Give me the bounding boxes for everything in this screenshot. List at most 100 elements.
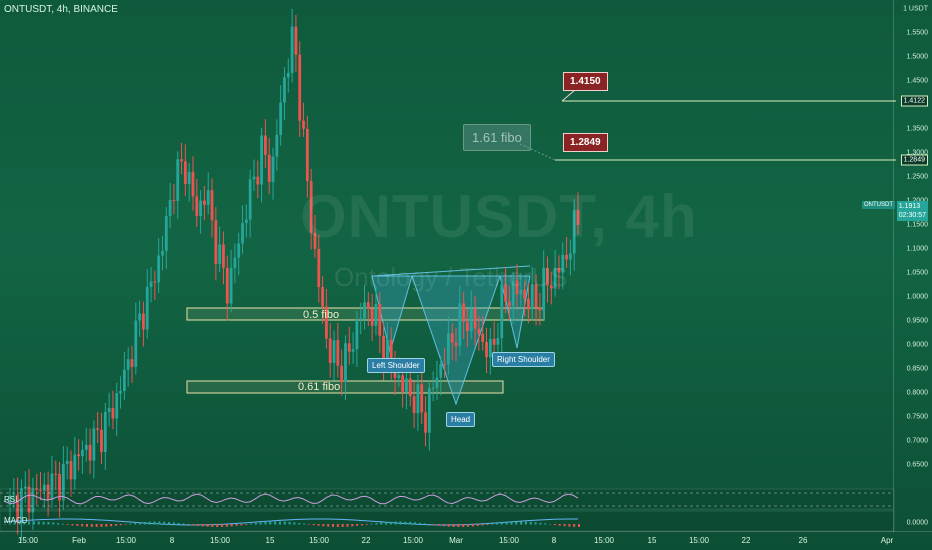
- macd-hist-bar: [447, 524, 450, 527]
- watermark-subtitle: Ontology / TetherUS: [334, 262, 568, 292]
- macd-hist-bar: [192, 524, 195, 526]
- macd-hist-bar: [278, 521, 281, 525]
- target-high-callout[interactable]: 1.4150: [563, 72, 608, 91]
- right-shoulder-label[interactable]: Right Shoulder: [492, 352, 555, 367]
- candle-body: [176, 159, 180, 201]
- candle-body: [515, 280, 519, 295]
- macd-hist-bar: [187, 524, 190, 525]
- price-tick: 0.9500: [906, 317, 928, 325]
- candle-body: [153, 281, 157, 283]
- candle-body: [61, 463, 65, 501]
- macd-hist-bar: [259, 522, 262, 525]
- candle-body: [183, 161, 187, 184]
- macd-hist-bar: [100, 524, 103, 527]
- candle-body: [473, 308, 477, 329]
- macd-hist-bar: [143, 521, 146, 525]
- time-tick: 22: [741, 536, 751, 545]
- time-tick: 15: [265, 536, 275, 545]
- left-shoulder-label[interactable]: Left Shoulder: [367, 358, 425, 373]
- candle-body: [206, 190, 210, 205]
- candle-body: [77, 454, 81, 457]
- macd-hist-bar: [481, 524, 484, 526]
- macd-hist-bar: [139, 522, 142, 525]
- candle-body: [446, 333, 450, 365]
- macd-hist-bar: [505, 522, 508, 525]
- candle-body: [84, 444, 88, 450]
- macd-hist-bar: [500, 522, 503, 525]
- macd-hist-bar: [172, 522, 175, 525]
- price-tick: 1.5000: [906, 53, 928, 61]
- candle-body: [58, 474, 61, 501]
- macd-hist-bar: [452, 524, 455, 527]
- macd-hist-bar: [153, 521, 156, 525]
- macd-hist-bar: [529, 521, 532, 525]
- candle-body: [16, 494, 20, 523]
- macd-hist-bar: [298, 522, 301, 525]
- watermark-title: ONTUSDT, 4h: [300, 183, 698, 250]
- symbol-tag: ONTUSDT: [862, 201, 895, 209]
- time-axis[interactable]: 15:00 Feb 15:00 8 15:00 15 15:00 22 15:00 Mar 15:0…: [0, 531, 932, 550]
- macd-hist-bar: [471, 524, 474, 527]
- candle-body: [191, 171, 195, 197]
- candle-body: [340, 365, 344, 383]
- candle-body: [485, 341, 488, 358]
- macd-hist-bar: [288, 521, 291, 525]
- current-price-badge: 1.1913 02:30:57: [896, 201, 928, 221]
- macd-hist-bar: [216, 524, 219, 527]
- candle-body: [549, 285, 553, 289]
- macd-hist-bar: [37, 521, 40, 525]
- candle-body: [565, 254, 568, 260]
- macd-hist-bar: [47, 522, 50, 525]
- target-high-pointer: [561, 89, 576, 102]
- candle-body: [248, 179, 252, 220]
- target-mid-callout[interactable]: 1.2849: [563, 133, 608, 152]
- candle-body: [164, 216, 168, 252]
- candle-body: [317, 248, 321, 288]
- fibo-161-tag[interactable]: 1.61 fibo: [463, 124, 531, 151]
- macd-hist-bar: [360, 524, 363, 526]
- macd-hist-bar: [245, 524, 248, 525]
- candle-body: [172, 200, 176, 202]
- price-axis[interactable]: 1 USDT 1.55001.50001.45001.40001.35001.3…: [893, 0, 932, 532]
- macd-label[interactable]: MACD: [4, 516, 28, 525]
- macd-hist-bar: [211, 524, 214, 527]
- time-tick: Feb: [72, 536, 86, 545]
- symbol-header: ONTUSDT, 4h, BINANCE: [4, 4, 118, 15]
- head-label[interactable]: Head: [446, 412, 476, 427]
- macd-hist-bar: [148, 521, 151, 525]
- time-tick: 8: [551, 536, 557, 545]
- candle-body: [511, 280, 515, 307]
- candle-body: [145, 286, 149, 330]
- candle-body: [359, 318, 363, 320]
- macd-panel: [0, 510, 895, 532]
- candle-body: [168, 200, 172, 217]
- candle-body: [233, 257, 237, 268]
- candle-body: [103, 411, 107, 453]
- candle-body: [370, 308, 374, 326]
- macd-hist-bar: [336, 524, 339, 527]
- macd-hist-bar: [274, 521, 277, 525]
- candle-body: [195, 196, 199, 217]
- time-tick: 15: [647, 536, 657, 545]
- candle-body: [35, 488, 39, 490]
- macd-hist-bar: [13, 522, 16, 525]
- candle-body: [92, 428, 96, 461]
- rsi-label[interactable]: RSI: [4, 495, 18, 504]
- macd-hist-bar: [177, 522, 180, 525]
- macd-hist-bar: [28, 521, 31, 525]
- macd-hist-bar: [573, 524, 576, 527]
- candle-body: [416, 384, 420, 414]
- macd-hist-bar: [61, 523, 64, 525]
- price-tick: 1.2500: [906, 173, 928, 181]
- macd-hist-bar: [90, 524, 93, 527]
- candle-body: [382, 335, 385, 365]
- macd-hist-bar: [134, 522, 137, 525]
- macd-hist-bar: [553, 524, 556, 526]
- macd-hist-bar: [433, 524, 436, 526]
- candle-body: [385, 340, 389, 365]
- candle-body: [519, 289, 523, 295]
- neckline: [371, 265, 531, 277]
- candle-body: [12, 494, 16, 496]
- time-tick: 26: [798, 536, 808, 545]
